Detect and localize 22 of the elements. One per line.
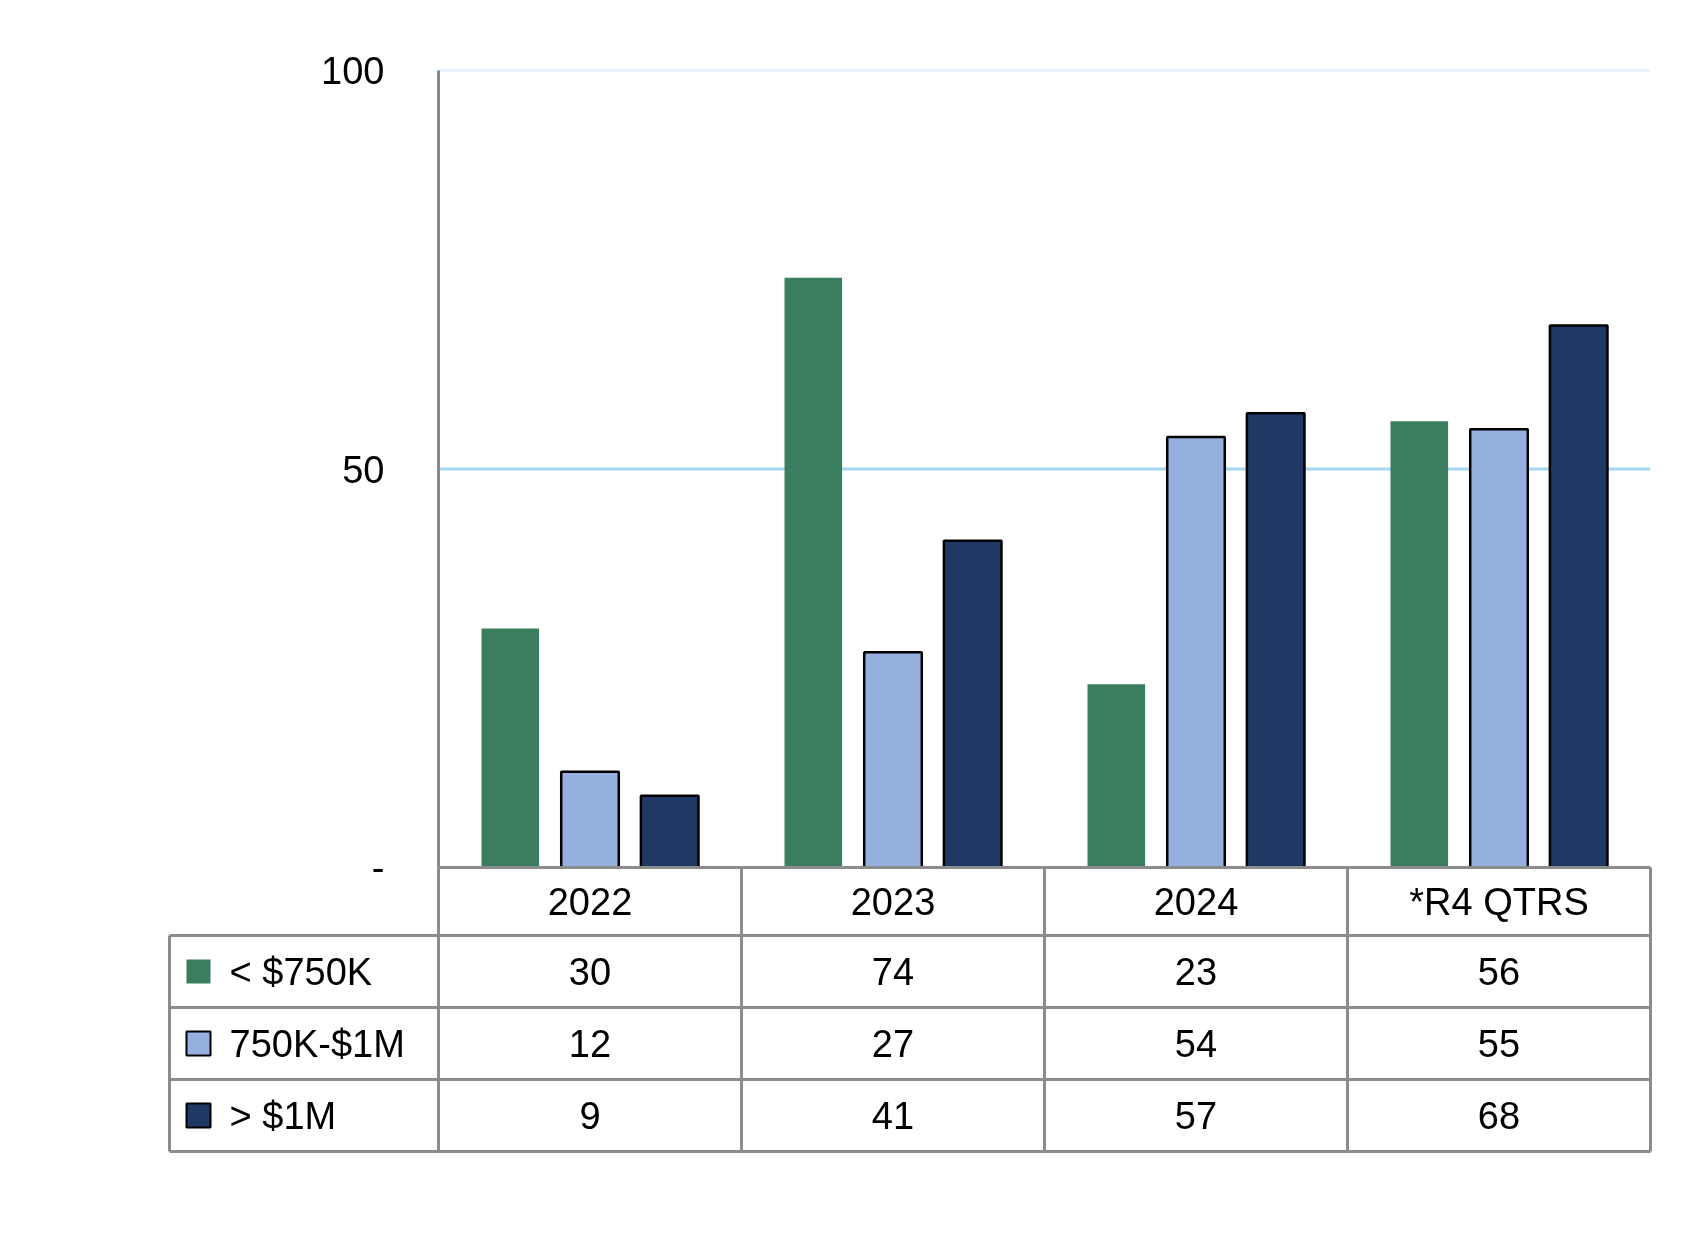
data-label: 27 <box>871 1023 915 1065</box>
x-tick-label: 2023 <box>850 881 936 923</box>
data-label: 56 <box>1477 951 1521 993</box>
data-label: 12 <box>568 1023 612 1065</box>
data-label: 23 <box>1174 951 1218 993</box>
data-label: 9 <box>579 1095 601 1137</box>
data-label: 41 <box>871 1095 915 1137</box>
y-tick-label: 100 <box>321 50 385 92</box>
x-tick-label: *R4 QTRS <box>1409 880 1589 923</box>
legend-label: 750K-$1M <box>229 1022 405 1065</box>
data-label: 68 <box>1477 1095 1521 1137</box>
data-label: 74 <box>871 951 915 993</box>
legend-label: > $1M <box>229 1094 337 1137</box>
data-label: 54 <box>1174 1023 1218 1065</box>
data-label: 30 <box>568 951 612 993</box>
data-label: 57 <box>1174 1095 1218 1137</box>
y-tick-label: - <box>371 847 385 889</box>
data-label: 55 <box>1477 1023 1521 1065</box>
x-tick-label: 2022 <box>547 881 633 923</box>
legend-label: < $750K <box>229 950 373 993</box>
x-tick-label: 2024 <box>1153 881 1239 923</box>
y-tick-label: 50 <box>342 448 385 491</box>
